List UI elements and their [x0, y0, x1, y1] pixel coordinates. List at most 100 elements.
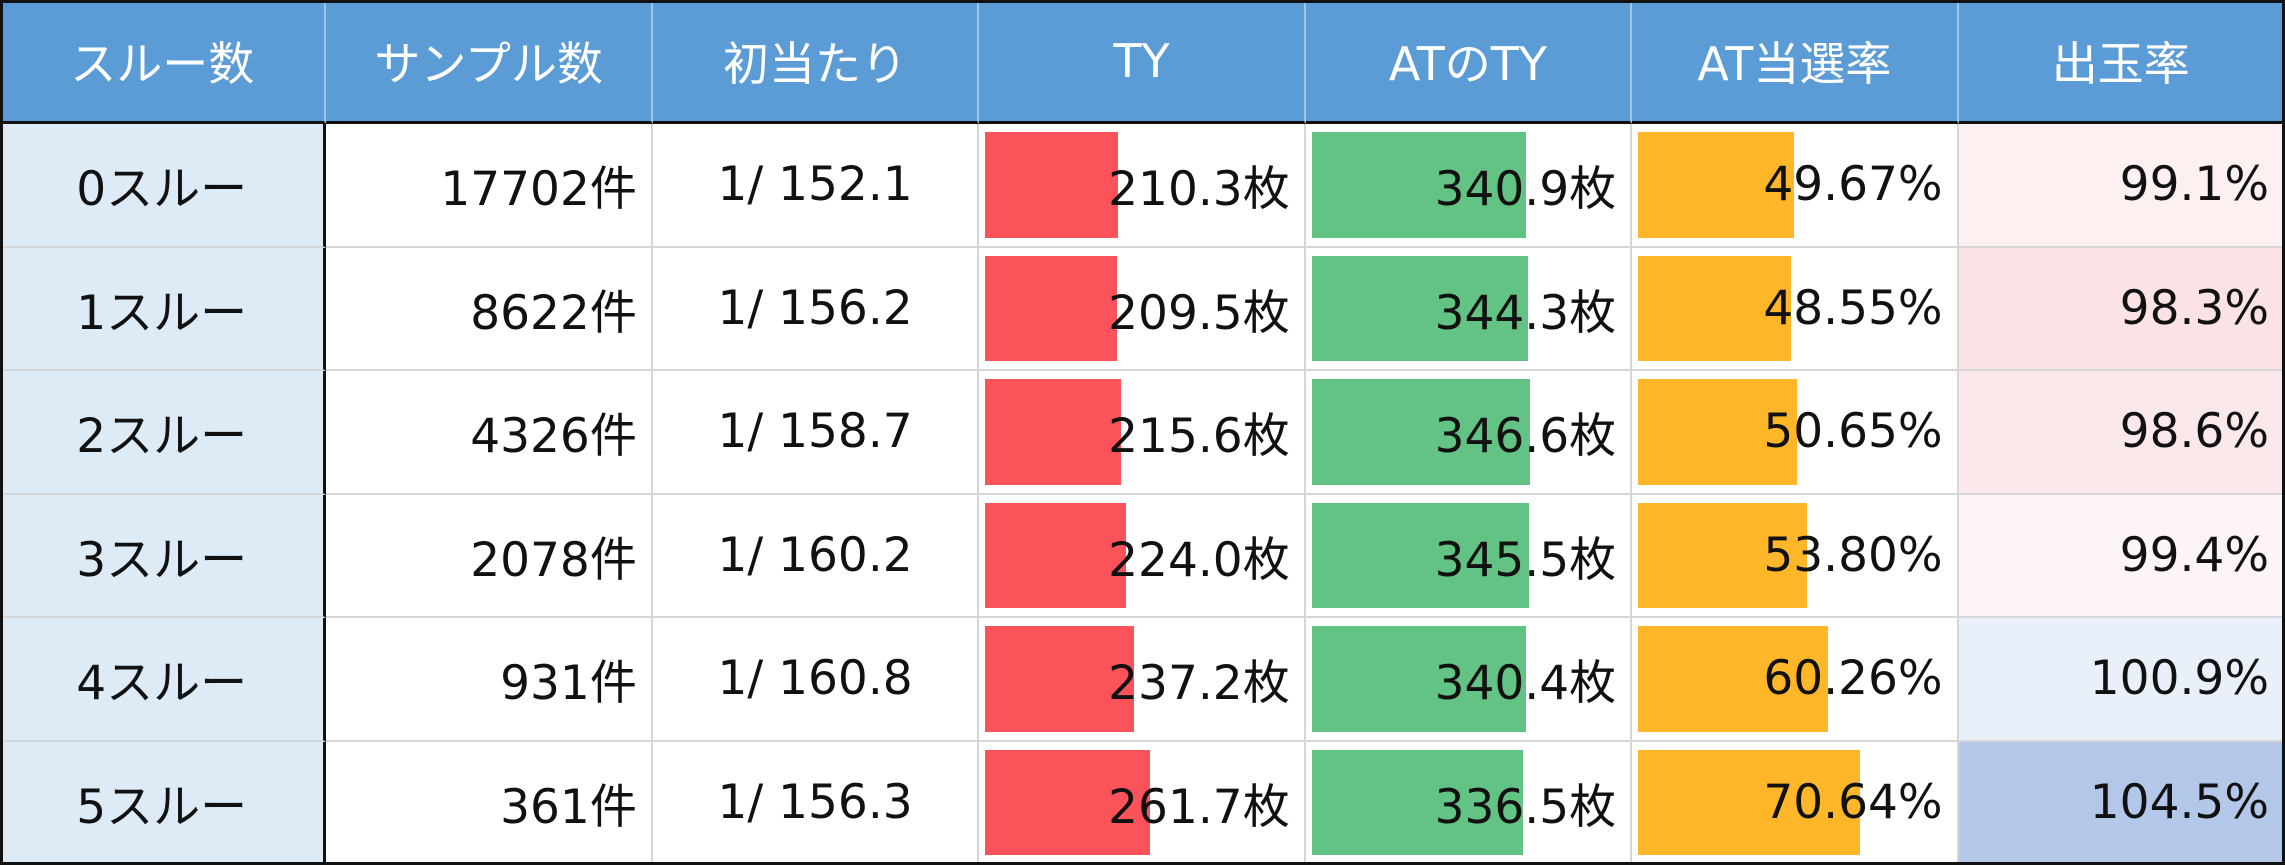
data-bar — [1638, 379, 1798, 485]
cell-text: 49.67% — [1763, 157, 1943, 213]
data-cell: 1/ 160.8 — [652, 618, 980, 742]
header-cell: サンプル数 — [326, 0, 653, 124]
cell-text: 215.6枚 — [1108, 409, 1290, 465]
header-cell: 初当たり — [652, 0, 980, 124]
cell-text: 98.6% — [2119, 404, 2269, 460]
row-label-cell: 5スルー — [0, 741, 327, 865]
cell-text: 361件 — [500, 779, 637, 835]
data-bar — [985, 132, 1118, 238]
data-cell: 237.2枚 — [979, 618, 1306, 742]
cell-text: 224.0枚 — [1108, 532, 1290, 588]
cell-text: 209.5枚 — [1108, 285, 1290, 341]
cell-text: 931件 — [500, 656, 637, 712]
data-bar — [1311, 749, 1524, 855]
cell-text: TY — [1113, 33, 1170, 88]
cell-text: 340.4枚 — [1434, 656, 1617, 712]
data-cell: 336.5枚 — [1305, 741, 1633, 865]
data-cell: 224.0枚 — [979, 494, 1306, 618]
data-cell: 261.7枚 — [979, 741, 1306, 865]
cell-text: 1/ 160.2 — [717, 527, 913, 583]
data-bar — [985, 749, 1150, 855]
data-cell: 340.4枚 — [1305, 618, 1633, 742]
cell-text: 346.6枚 — [1434, 409, 1617, 465]
cell-text: サンプル数 — [374, 36, 603, 91]
cell-text: 初当たり — [723, 36, 908, 91]
cell-text: 1/ 156.2 — [717, 280, 913, 336]
row-label-cell: 2スルー — [0, 371, 327, 495]
cell-text: 336.5枚 — [1434, 779, 1617, 835]
data-bar — [1311, 379, 1530, 485]
data-cell: 98.6% — [1958, 371, 2285, 495]
data-cell: 98.3% — [1958, 247, 2285, 371]
data-bar — [1638, 255, 1791, 361]
cell-text: 3スルー — [76, 532, 248, 588]
cell-text: 344.3枚 — [1434, 285, 1617, 341]
cell-text: 1/ 152.1 — [717, 157, 913, 213]
cell-text: 70.64% — [1763, 774, 1943, 830]
cell-text: 4スルー — [76, 656, 248, 712]
cell-text: 53.80% — [1763, 527, 1943, 583]
row-label-cell: 1スルー — [0, 247, 327, 371]
cell-text: 237.2枚 — [1108, 656, 1290, 712]
cell-text: 5スルー — [76, 779, 248, 835]
cell-text: 2078件 — [470, 532, 637, 588]
row-label-cell: 3スルー — [0, 494, 327, 618]
data-bar — [1311, 502, 1529, 608]
data-cell: 70.64% — [1632, 741, 1959, 865]
data-cell: 1/ 156.2 — [652, 247, 980, 371]
cell-text: 48.55% — [1763, 280, 1943, 336]
data-cell: 53.80% — [1632, 494, 1959, 618]
header-cell: 出玉率 — [1958, 0, 2285, 124]
data-cell: 49.67% — [1632, 124, 1959, 248]
cell-text: 2スルー — [76, 409, 248, 465]
data-bar — [1311, 255, 1529, 361]
data-cell: 340.9枚 — [1305, 124, 1633, 248]
cell-text: 345.5枚 — [1434, 532, 1617, 588]
data-cell: 4326件 — [326, 371, 653, 495]
data-cell: 60.26% — [1632, 618, 1959, 742]
header-cell: TY — [979, 0, 1306, 124]
data-cell: 344.3枚 — [1305, 247, 1633, 371]
data-bar — [985, 626, 1135, 732]
cell-text: 98.3% — [2119, 280, 2269, 336]
header-cell: AT当選率 — [1632, 0, 1959, 124]
cell-text: 4326件 — [470, 409, 637, 465]
cell-text: 210.3枚 — [1108, 162, 1290, 218]
data-cell: 104.5% — [1958, 741, 2285, 865]
cell-text: スルー数 — [70, 36, 255, 91]
data-cell: 1/ 160.2 — [652, 494, 980, 618]
cell-text: 8622件 — [470, 285, 637, 341]
cell-text: 340.9枚 — [1434, 162, 1617, 218]
data-bar — [985, 255, 1118, 361]
data-cell: 209.5枚 — [979, 247, 1306, 371]
data-cell: 48.55% — [1632, 247, 1959, 371]
cell-text: 1/ 158.7 — [717, 404, 913, 460]
cell-text: 99.1% — [2119, 157, 2269, 213]
cell-text: AT当選率 — [1697, 36, 1892, 91]
data-bar — [985, 502, 1127, 608]
data-cell: 1/ 152.1 — [652, 124, 980, 248]
cell-text: 104.5% — [2089, 774, 2269, 830]
data-cell: 210.3枚 — [979, 124, 1306, 248]
header-cell: ATのTY — [1305, 0, 1633, 124]
row-label-cell: 4スルー — [0, 618, 327, 742]
data-cell: 99.4% — [1958, 494, 2285, 618]
cell-text: 1/ 160.8 — [717, 651, 913, 707]
data-cell: 345.5枚 — [1305, 494, 1633, 618]
data-cell: 2078件 — [326, 494, 653, 618]
cell-text: 60.26% — [1763, 651, 1943, 707]
cell-text: 261.7枚 — [1108, 779, 1290, 835]
data-cell: 50.65% — [1632, 371, 1959, 495]
data-bar — [1311, 626, 1526, 732]
data-bar — [1638, 132, 1795, 238]
data-bar — [1311, 132, 1527, 238]
data-cell: 931件 — [326, 618, 653, 742]
data-bar — [1638, 749, 1861, 855]
cell-text: 99.4% — [2119, 527, 2269, 583]
data-cell: 100.9% — [1958, 618, 2285, 742]
data-cell: 215.6枚 — [979, 371, 1306, 495]
data-cell: 8622件 — [326, 247, 653, 371]
data-cell: 346.6枚 — [1305, 371, 1633, 495]
data-bar — [985, 379, 1121, 485]
